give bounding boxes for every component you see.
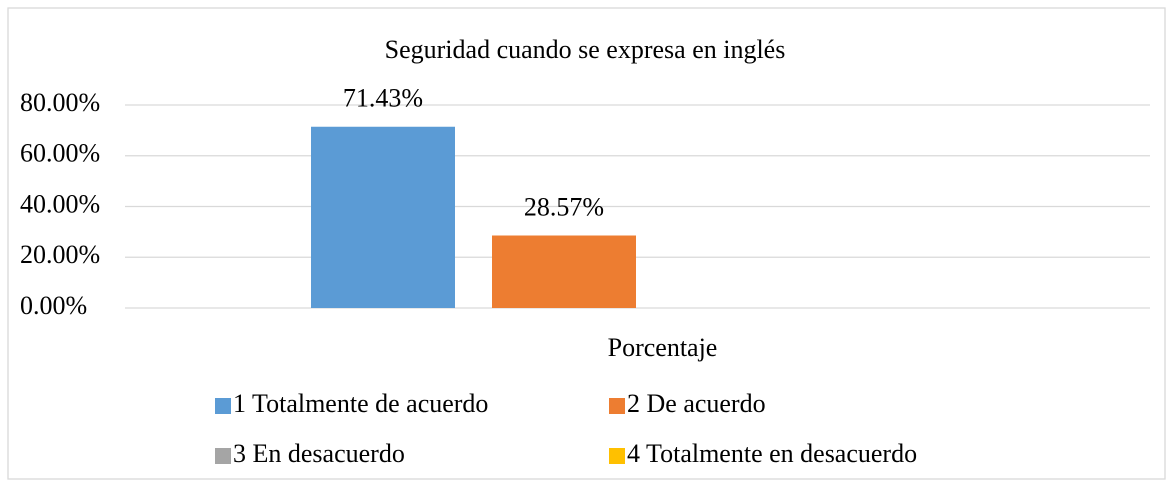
y-tick-label: 80.00% xyxy=(20,88,100,117)
chart-title: Seguridad cuando se expresa en inglés xyxy=(385,35,786,64)
data-label: 28.57% xyxy=(524,192,604,221)
legend-label: 1 Totalmente de acuerdo xyxy=(233,389,488,418)
bar xyxy=(492,235,636,308)
legend-label: 3 En desacuerdo xyxy=(233,439,405,468)
legend-label: 2 De acuerdo xyxy=(627,389,766,418)
data-label: 71.43% xyxy=(343,84,423,113)
legend-swatch xyxy=(609,448,625,464)
y-tick-label: 60.00% xyxy=(20,139,100,168)
legend-swatch xyxy=(215,398,231,414)
y-tick-label: 40.00% xyxy=(20,189,100,218)
legend-swatch xyxy=(215,448,231,464)
x-tick-label: Porcentaje xyxy=(608,333,718,362)
y-tick-label: 20.00% xyxy=(20,240,100,269)
y-tick-label: 0.00% xyxy=(20,291,87,320)
legend-label: 4 Totalmente en desacuerdo xyxy=(627,439,917,468)
bar xyxy=(311,126,455,309)
legend-swatch xyxy=(609,398,625,414)
